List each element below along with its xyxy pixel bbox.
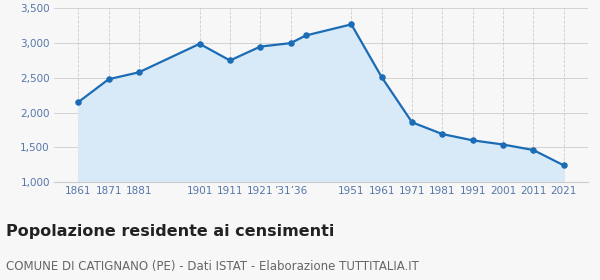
Point <box>377 75 386 80</box>
Point <box>301 33 311 38</box>
Point <box>195 41 205 46</box>
Point <box>498 142 508 147</box>
Point <box>73 100 83 104</box>
Point <box>559 163 569 167</box>
Point <box>437 132 447 136</box>
Text: Popolazione residente ai censimenti: Popolazione residente ai censimenti <box>6 224 334 239</box>
Point <box>104 77 113 81</box>
Point <box>529 148 538 152</box>
Point <box>407 120 417 125</box>
Point <box>347 22 356 27</box>
Point <box>134 70 144 74</box>
Point <box>256 44 265 49</box>
Point <box>225 58 235 63</box>
Text: COMUNE DI CATIGNANO (PE) - Dati ISTAT - Elaborazione TUTTITALIA.IT: COMUNE DI CATIGNANO (PE) - Dati ISTAT - … <box>6 260 419 273</box>
Point <box>468 138 478 143</box>
Point <box>286 41 295 45</box>
